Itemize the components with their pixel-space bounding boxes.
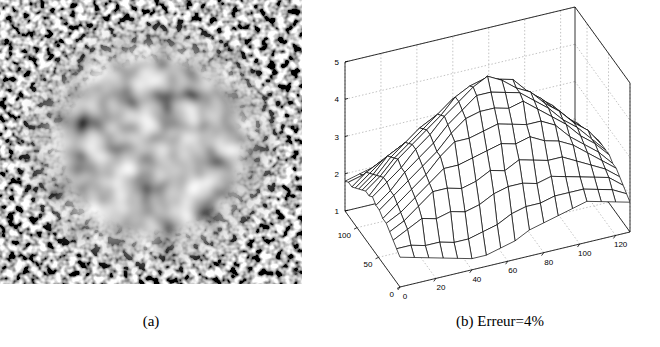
x-tick: [613, 235, 615, 238]
z-tick: [345, 135, 348, 137]
x-tick: [542, 253, 544, 256]
x-tick-label: 100: [578, 249, 592, 258]
y-tick: [354, 228, 357, 230]
mesh-cell: [440, 142, 458, 169]
panel-b: 0 20 40 60 80 100 120 0 50 100 1 2 3 4 5: [335, 7, 630, 301]
y-tick: [397, 287, 400, 289]
caption: (a): [143, 313, 160, 330]
z-tick-label: 4: [335, 95, 340, 104]
z-tick: [345, 98, 348, 100]
x-tick: [470, 270, 472, 273]
x-tick-label: 120: [614, 240, 628, 249]
y-tick-label: 50: [364, 260, 373, 269]
back-edge: [575, 7, 630, 83]
z-tick-label: 5: [335, 58, 340, 67]
tick-labels: 0 20 40 60 80 100 120 0 50 100 1 2 3 4 5: [335, 58, 628, 301]
figure: (a) 0 20 40 60 80 100 120 0 50 100 1 2 3 4 5 (b) Erreur=…: [0, 0, 660, 347]
z-tick: [345, 210, 348, 212]
axes: [345, 7, 630, 290]
x-tick: [398, 287, 400, 290]
x-tick-label: 80: [544, 258, 553, 267]
z-tick-label: 1: [335, 207, 340, 216]
x-tick-label: 20: [436, 283, 445, 292]
y-tick-label: 100: [338, 231, 352, 240]
grid-line: [575, 7, 630, 83]
x-tick-label: 60: [508, 266, 517, 275]
surface: [345, 76, 630, 258]
x-tick: [434, 278, 436, 281]
z-tick: [345, 172, 348, 174]
back-edge: [345, 7, 575, 62]
grid-line: [345, 7, 575, 62]
y-tick-label: 0: [390, 290, 395, 299]
grid-line: [575, 44, 630, 120]
x-tick: [577, 244, 579, 247]
blurred-center: [0, 0, 302, 284]
x-tick-label: 40: [472, 275, 481, 284]
mesh-cell: [397, 245, 415, 257]
noise-image: [0, 0, 302, 284]
back-edge: [630, 83, 631, 232]
panel-a: [0, 0, 302, 284]
mesh-cell: [451, 119, 469, 142]
caption: (b) Erreur=4%: [456, 313, 544, 330]
z-tick-label: 2: [335, 170, 340, 179]
grid-line: [630, 83, 631, 232]
y-tick: [376, 257, 379, 259]
x-tick-label: 0: [403, 292, 408, 301]
z-tick: [345, 61, 348, 63]
grid-line: [345, 44, 575, 99]
mesh-cell: [429, 169, 447, 192]
z-tick-label: 3: [335, 133, 340, 142]
x-tick: [506, 261, 508, 264]
